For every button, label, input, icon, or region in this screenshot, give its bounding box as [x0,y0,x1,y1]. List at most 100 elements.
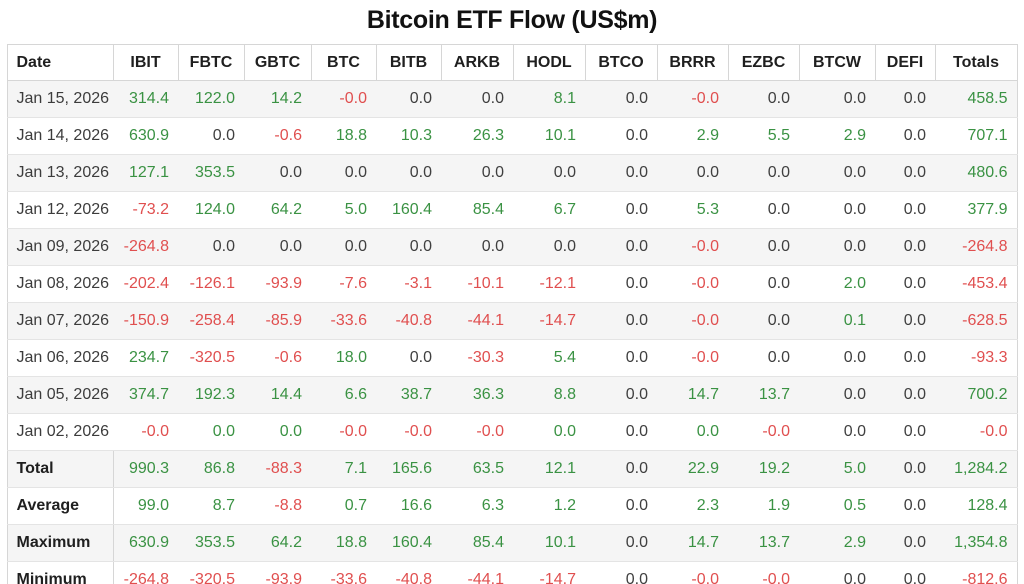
value-cell: 0.0 [244,413,311,451]
value-cell: 64.2 [244,524,311,562]
value-cell: -85.9 [244,302,311,340]
summary-label-minimum: Minimum [7,561,114,584]
value-cell: 0.0 [585,80,657,118]
value-cell: 6.3 [441,487,513,525]
value-cell: -14.7 [513,561,585,584]
value-cell: 0.0 [585,561,657,584]
value-cell: 0.0 [728,265,799,303]
table-row: Jan 13, 2026 127.1 353.5 0.0 0.0 0.0 0.0 0.0 0.0… [7,154,1017,192]
value-cell: 0.0 [441,228,513,266]
value-cell: 14.7 [657,376,728,414]
date-cell: Jan 15, 2026 [7,80,113,118]
date-cell: Jan 06, 2026 [7,339,113,377]
value-cell: 0.0 [875,154,935,192]
summary-row: Average 99.0 8.7 -8.8 0.7 16.6 6.3 1.2 0.0 2.3 1.9… [7,487,1017,525]
value-cell: 0.0 [585,191,657,229]
column-header-brrr: BRRR [656,44,729,81]
value-cell: 2.0 [799,265,875,303]
value-cell: 165.6 [376,450,441,488]
value-cell: 480.6 [935,154,1017,192]
value-cell: 86.8 [178,450,244,488]
value-cell: 99.0 [113,487,178,525]
value-cell: 0.0 [244,154,311,192]
value-cell: 14.4 [244,376,311,414]
value-cell: 6.6 [311,376,376,414]
value-cell: 0.0 [875,561,935,584]
value-cell: 0.0 [875,339,935,377]
value-cell: 10.1 [513,117,585,155]
date-cell: Jan 14, 2026 [7,117,113,155]
value-cell: -88.3 [244,450,311,488]
value-cell: 1,354.8 [935,524,1017,562]
date-cell: Jan 07, 2026 [7,302,113,340]
value-cell: 0.0 [875,191,935,229]
value-cell: -44.1 [441,302,513,340]
value-cell: 0.0 [875,302,935,340]
value-cell: 314.4 [113,80,178,118]
value-cell: 0.0 [376,80,441,118]
table-body: Jan 15, 2026 314.4 122.0 14.2 -0.0 0.0 0.0 8.1 0… [7,80,1017,451]
value-cell: 8.1 [513,80,585,118]
value-cell: -0.0 [728,561,799,584]
value-cell: 0.0 [728,302,799,340]
value-cell: 5.0 [311,191,376,229]
value-cell: -0.0 [657,228,728,266]
summary-row: Maximum 630.9 353.5 64.2 18.8 160.4 85.4 10.1 0.… [7,524,1017,562]
value-cell: 0.0 [875,376,935,414]
value-cell: 700.2 [935,376,1017,414]
value-cell: 630.9 [113,117,178,155]
value-cell: 0.0 [441,154,513,192]
summary-row: Minimum -264.8 -320.5 -93.9 -33.6 -40.8 -44.1-… [7,561,1017,584]
value-cell: 2.9 [657,117,728,155]
value-cell: -0.6 [244,117,311,155]
value-cell: 2.9 [799,117,875,155]
value-cell: 0.0 [585,376,657,414]
date-cell: Jan 09, 2026 [7,228,113,266]
value-cell: -93.9 [244,265,311,303]
value-cell: -0.0 [311,413,376,451]
etf-flow-table: Date IBIT FBTC GBTC BTC BITB ARKB HODL BTCO BRRR E… [6,44,1018,584]
column-header-btc: BTC [310,44,377,81]
value-cell: 0.0 [799,191,875,229]
value-cell: 0.0 [311,228,376,266]
column-header-bitb: BITB [375,44,442,81]
column-header-totals: Totals [934,44,1018,81]
value-cell: 14.7 [657,524,728,562]
value-cell: 0.0 [875,450,935,488]
value-cell: 0.0 [178,228,244,266]
value-cell: 64.2 [244,191,311,229]
date-cell: Jan 05, 2026 [7,376,113,414]
value-cell: -8.8 [244,487,311,525]
value-cell: 18.8 [311,117,376,155]
value-cell: 0.0 [875,413,935,451]
value-cell: -0.0 [657,561,728,584]
value-cell: 5.0 [799,450,875,488]
value-cell: 124.0 [178,191,244,229]
value-cell: 128.4 [935,487,1017,525]
value-cell: 14.2 [244,80,311,118]
value-cell: 19.2 [728,450,799,488]
value-cell: -812.6 [935,561,1017,584]
value-cell: 0.0 [441,80,513,118]
table-row: Jan 06, 2026 234.7 -320.5 -0.6 18.0 0.0 -30.3 5… [7,339,1017,377]
value-cell: -264.8 [113,228,178,266]
value-cell: 85.4 [441,191,513,229]
column-header-ezbc: EZBC [727,44,800,81]
value-cell: -320.5 [178,561,244,584]
value-cell: -3.1 [376,265,441,303]
table-summary-body: Total 990.3 86.8 -88.3 7.1 165.6 63.5 12.1 0.0 22… [7,450,1017,584]
value-cell: 0.0 [875,265,935,303]
table-row: Jan 14, 2026 630.9 0.0 -0.6 18.8 10.3 26.3 10.1… [7,117,1017,155]
value-cell: -0.0 [935,413,1017,451]
value-cell: 192.3 [178,376,244,414]
value-cell: 0.0 [178,117,244,155]
value-cell: 0.0 [799,561,875,584]
value-cell: 160.4 [376,191,441,229]
value-cell: 13.7 [728,524,799,562]
value-cell: 0.0 [585,117,657,155]
column-header-btco: BTCO [584,44,658,81]
value-cell: 0.0 [376,228,441,266]
value-cell: 18.8 [311,524,376,562]
value-cell: -264.8 [113,561,178,584]
table-row: Jan 02, 2026 -0.0 0.0 0.0 -0.0 -0.0 -0.0 0.0 0.0… [7,413,1017,451]
